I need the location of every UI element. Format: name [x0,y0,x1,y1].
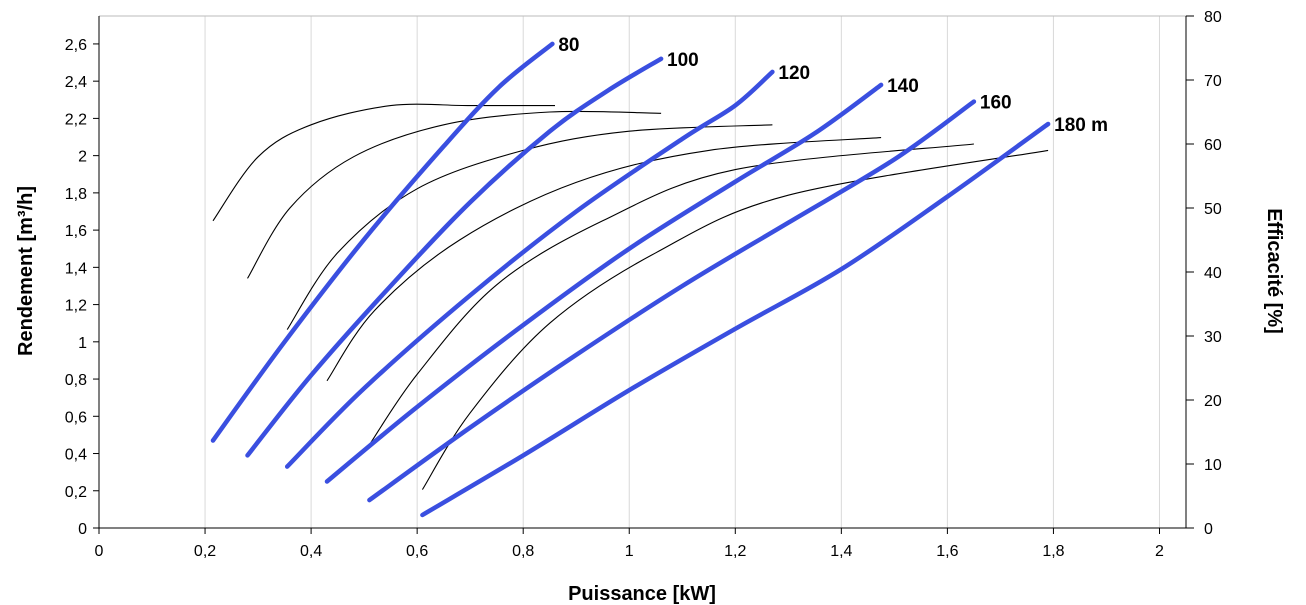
series-label: 140 [887,76,919,97]
y2-tick-label: 40 [1204,265,1222,282]
y2-tick-label: 10 [1204,457,1222,474]
x-tick-label: 0,4 [300,543,322,560]
efficiency-curve [247,110,662,279]
y2-tick-label: 50 [1204,201,1222,218]
y2-tick-label: 80 [1204,9,1222,26]
y-axis-title: Rendement [m³/h] [15,186,37,356]
y2-tick-label: 70 [1204,73,1222,90]
x-tick-label: 1,2 [724,543,746,560]
y2-tick-label: 30 [1204,329,1222,346]
y-tick-label: 1 [78,335,87,352]
x-tick-label: 1,8 [1042,543,1064,560]
y-tick-label: 2,4 [65,74,87,91]
efficiency-curve [421,149,1049,490]
y2-axis-title: Efficacité [%] [1263,208,1285,334]
series-label: 160 [980,93,1012,114]
axes [93,15,1194,534]
efficiency-curve [368,143,974,446]
y-tick-label: 1,4 [65,260,87,277]
y2-tick-label: 0 [1204,521,1213,538]
y-tick-label: 2,2 [65,111,87,128]
flow-curve [367,99,977,503]
flow-curve [284,69,775,469]
series-label: 180 m [1054,115,1108,136]
y-tick-label: 0,4 [65,447,87,464]
y-tick-label: 1,6 [65,223,87,240]
y-tick-label: 0,6 [65,409,87,426]
x-tick-label: 1 [625,543,634,560]
flow-curves [210,41,1051,518]
efficiency-curve [286,124,773,330]
flow-curve [210,41,555,443]
x-tick-label: 0 [95,543,104,560]
y2-tick-label: 20 [1204,393,1222,410]
y2-tick-label: 60 [1204,137,1222,154]
efficiency-curve [212,103,555,222]
grid-lines [204,16,1160,528]
series-label: 120 [778,63,810,84]
y-tick-label: 0,2 [65,484,87,501]
series-labels: 80 100 120 140 160 180 m [558,35,1108,136]
tick-labels: 0 0,2 0,4 0,6 0,8 1 1,2 1,4 1,6 1,8 200,20,40,60,8… [65,9,1222,560]
x-tick-label: 2 [1155,543,1164,560]
y-tick-label: 2 [78,149,87,166]
y-tick-label: 0,8 [65,372,87,389]
y-tick-label: 1,8 [65,186,87,203]
series-label: 100 [667,50,699,71]
x-axis-title: Puissance [kW] [568,583,716,605]
y-tick-label: 2,6 [65,37,87,54]
y-tick-label: 1,2 [65,298,87,315]
flow-curve [324,82,884,484]
flow-curve [420,121,1051,518]
y-tick-label: 0 [78,521,87,538]
efficiency-curves [212,103,1049,490]
x-tick-label: 0,8 [512,543,534,560]
flow-curve [245,56,664,458]
efficiency-curve [326,137,882,382]
x-tick-label: 0,2 [194,543,216,560]
x-tick-label: 1,6 [936,543,958,560]
series-label: 80 [558,35,579,56]
x-tick-label: 1,4 [830,543,852,560]
x-tick-label: 0,6 [406,543,428,560]
